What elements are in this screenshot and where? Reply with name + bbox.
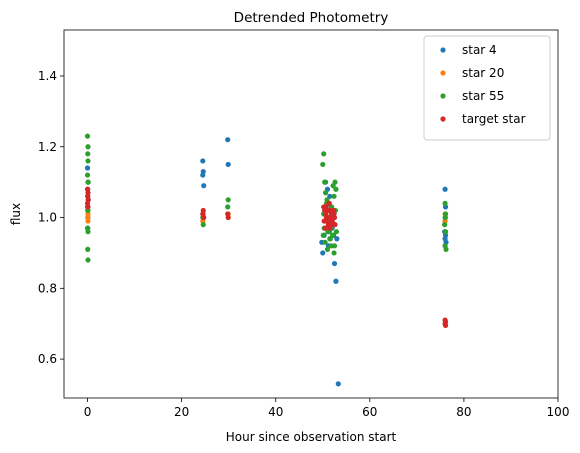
data-point: [442, 200, 448, 206]
data-point: [333, 229, 340, 235]
data-point: [326, 200, 332, 206]
data-point: [333, 186, 339, 192]
data-point: [85, 151, 91, 157]
data-point: [84, 165, 91, 171]
data-point: [85, 204, 91, 210]
data-point: [332, 179, 338, 185]
data-point: [325, 207, 331, 214]
data-point: [225, 204, 231, 210]
data-point: [330, 232, 336, 238]
data-point: [329, 222, 335, 228]
legend-label: star 55: [462, 89, 504, 103]
y-tick-label: 0.6: [38, 352, 57, 366]
data-point: [327, 236, 333, 242]
data-point: [443, 246, 449, 252]
data-point: [331, 260, 338, 267]
data-point: [85, 229, 91, 235]
y-tick-label: 1.2: [38, 140, 57, 154]
legend-marker: [440, 93, 446, 99]
data-point: [331, 243, 338, 249]
data-point: [85, 158, 91, 164]
data-point: [322, 179, 328, 185]
plot-frame: [63, 29, 559, 399]
data-point: [84, 172, 91, 178]
data-point: [331, 193, 337, 199]
data-point: [334, 236, 340, 242]
legend-frame: [423, 35, 551, 141]
data-point: [85, 144, 91, 150]
legend-item: target star: [440, 112, 526, 126]
data-point: [322, 225, 328, 231]
legend-label: star 20: [462, 66, 504, 80]
data-point: [201, 214, 207, 221]
data-point: [442, 229, 449, 235]
legend-item: star 4: [440, 43, 497, 57]
data-point: [201, 183, 207, 189]
legend: star 4 star 20 star 55 target star: [423, 35, 551, 141]
plot-area: [84, 133, 449, 387]
y-axis-title: flux: [9, 203, 23, 225]
series-target-star: [84, 186, 449, 329]
data-point: [225, 161, 231, 168]
chart-title: Detrended Photometry: [234, 10, 389, 26]
legend-item: star 55: [440, 89, 504, 103]
data-point: [442, 214, 448, 221]
x-tick-label: 60: [362, 405, 377, 419]
data-point: [327, 193, 333, 199]
data-point: [331, 250, 337, 256]
data-point: [320, 161, 326, 168]
x-tick-label: 80: [456, 405, 471, 419]
data-point: [442, 186, 448, 192]
data-point: [330, 207, 337, 214]
y-tick-label: 1.0: [38, 211, 57, 225]
data-point: [442, 222, 448, 228]
x-axis: 0 20 40 60 80 100: [84, 398, 570, 419]
legend-marker: [440, 70, 446, 76]
data-point: [331, 214, 338, 221]
data-point: [84, 133, 91, 139]
legend-marker: [440, 116, 446, 122]
data-point: [200, 158, 206, 164]
data-point: [320, 232, 326, 238]
legend-label: star 4: [462, 43, 497, 57]
data-point: [85, 218, 91, 224]
data-point: [322, 190, 329, 196]
data-point: [225, 214, 231, 221]
x-tick-label: 100: [547, 405, 570, 419]
data-point: [85, 257, 91, 263]
legend-item: star 20: [440, 66, 504, 80]
data-point: [335, 381, 341, 387]
data-point: [85, 246, 91, 252]
data-point: [322, 239, 328, 245]
data-point: [200, 172, 206, 178]
x-tick-label: 40: [268, 405, 283, 419]
x-tick-label: 20: [174, 405, 189, 419]
x-axis-title: Hour since observation start: [226, 430, 397, 444]
y-tick-label: 0.8: [38, 281, 57, 295]
legend-label: target star: [462, 112, 526, 126]
data-point: [85, 179, 91, 185]
data-point: [320, 250, 326, 256]
legend-marker: [440, 47, 446, 53]
data-point: [321, 151, 327, 157]
y-axis: 0.6 0.8 1.0 1.2 1.4: [38, 69, 64, 366]
data-point: [321, 218, 327, 224]
y-tick-label: 1.4: [38, 69, 57, 83]
data-point: [225, 197, 231, 203]
data-point: [324, 246, 331, 252]
data-point: [225, 137, 231, 143]
x-tick-label: 0: [84, 405, 92, 419]
data-point: [200, 222, 206, 228]
data-point: [333, 278, 339, 284]
data-point: [442, 322, 449, 329]
